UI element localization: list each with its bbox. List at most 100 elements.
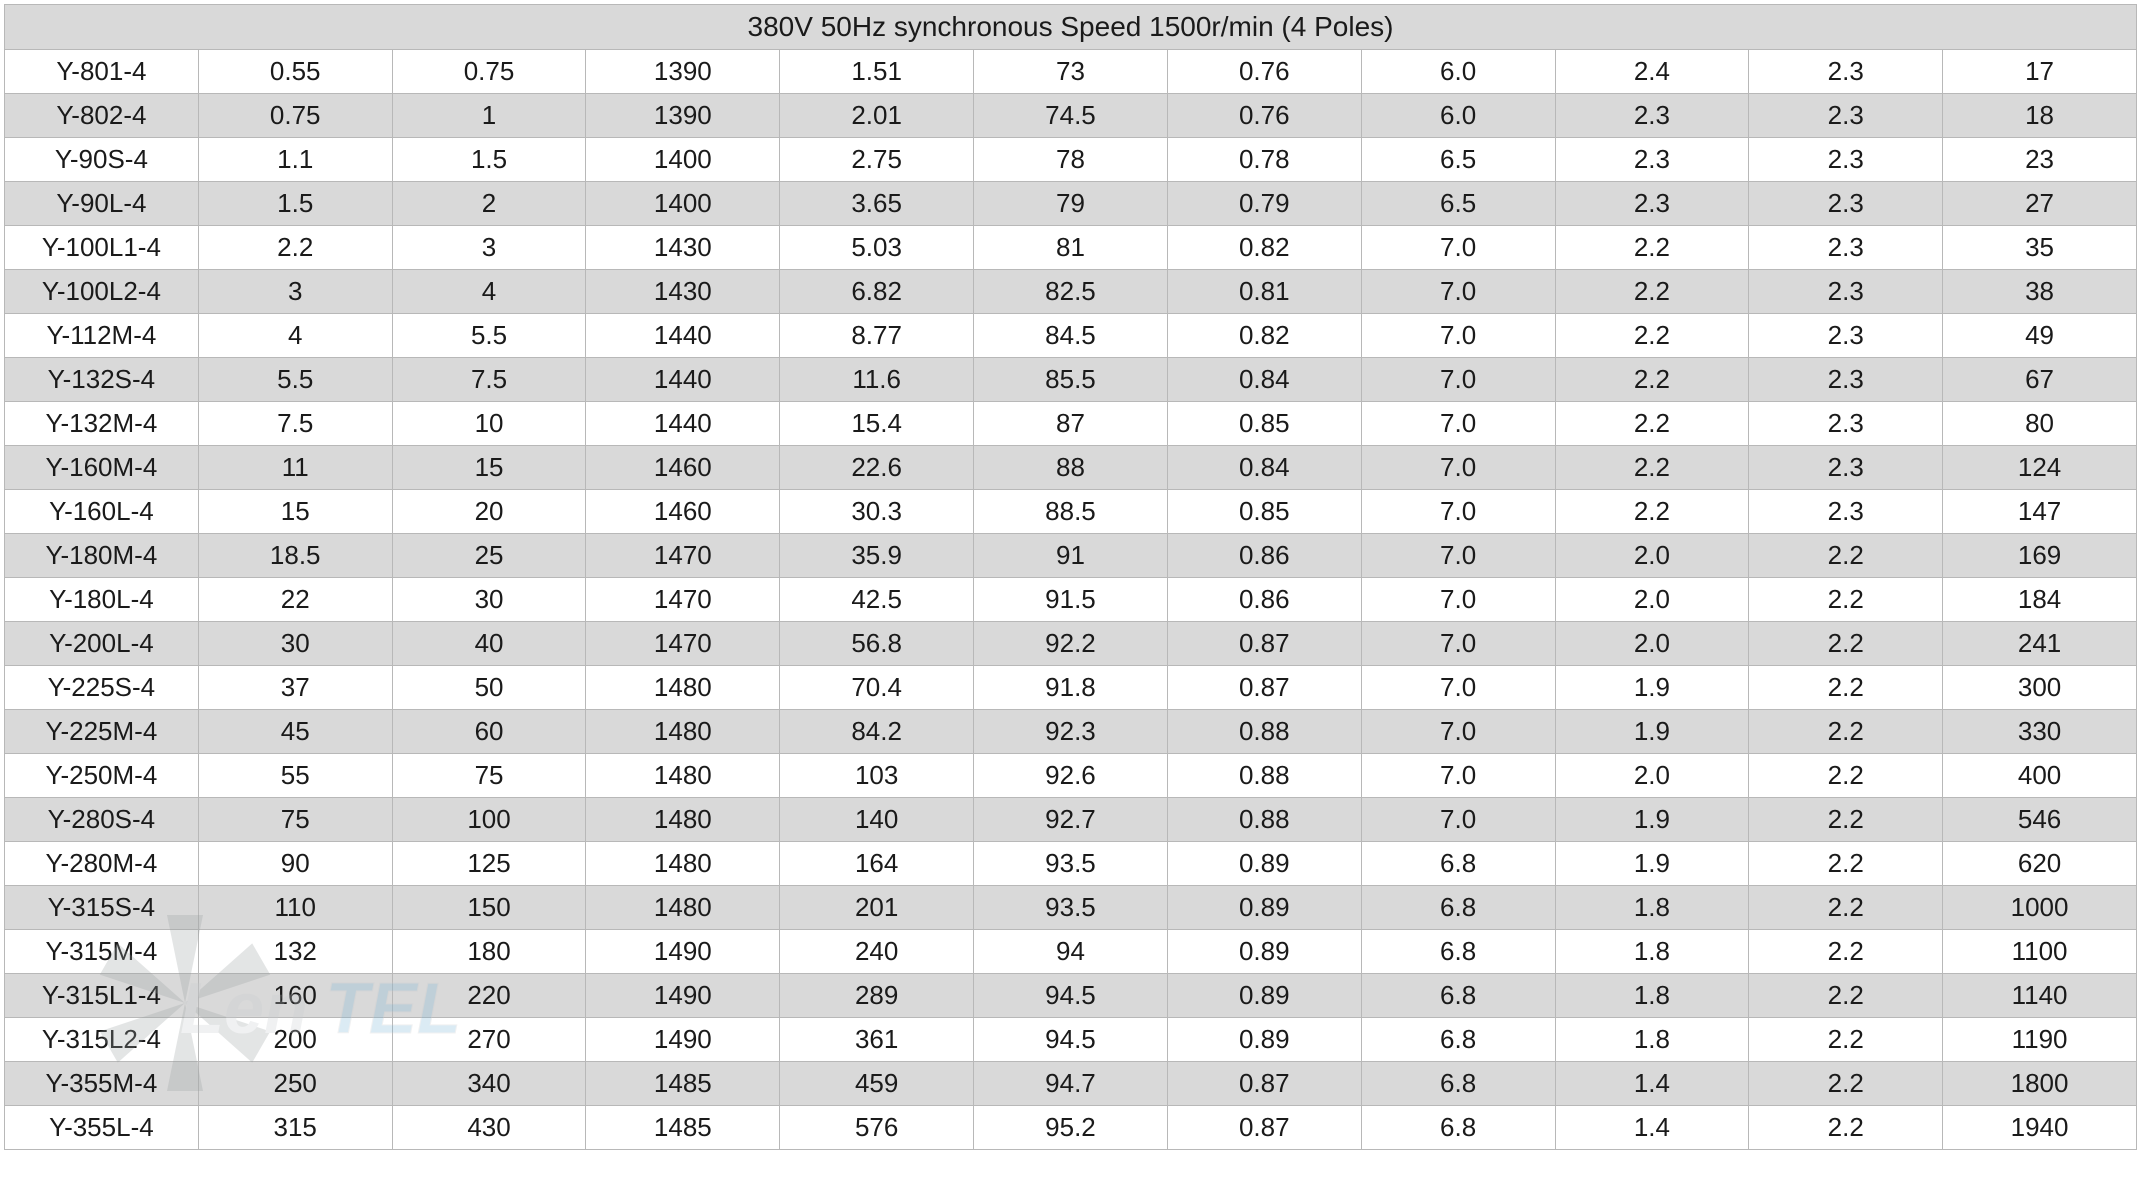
table-cell: 75	[198, 798, 392, 842]
table-cell: 79	[974, 182, 1168, 226]
table-row: Y-315L2-4200270149036194.50.896.81.82.21…	[5, 1018, 2137, 1062]
table-cell: 0.87	[1167, 666, 1361, 710]
table-cell: 2.2	[1749, 710, 1943, 754]
table-cell: 241	[1943, 622, 2137, 666]
table-cell: 37	[198, 666, 392, 710]
table-cell: 0.87	[1167, 1062, 1361, 1106]
table-cell: Y-315L2-4	[5, 1018, 199, 1062]
table-cell: 1470	[586, 578, 780, 622]
table-cell: 315	[198, 1106, 392, 1150]
table-cell: 11.6	[780, 358, 974, 402]
table-cell: 91.8	[974, 666, 1168, 710]
table-cell: 1460	[586, 490, 780, 534]
table-cell: 0.79	[1167, 182, 1361, 226]
table-cell: 22	[198, 578, 392, 622]
table-cell: 15	[392, 446, 586, 490]
table-cell: 0.88	[1167, 798, 1361, 842]
table-row: Y-355L-4315430148557695.20.876.81.42.219…	[5, 1106, 2137, 1150]
table-cell: 1.5	[198, 182, 392, 226]
table-cell: 1430	[586, 270, 780, 314]
table-cell: 1.4	[1555, 1062, 1749, 1106]
table-row: Y-160M-41115146022.6880.847.02.22.3124	[5, 446, 2137, 490]
table-cell: 7.0	[1361, 622, 1555, 666]
table-row: Y-315M-41321801490240940.896.81.82.21100	[5, 930, 2137, 974]
table-cell: 2	[392, 182, 586, 226]
table-cell: 92.3	[974, 710, 1168, 754]
table-cell: Y-801-4	[5, 50, 199, 94]
table-cell: 1460	[586, 446, 780, 490]
table-cell: 6.0	[1361, 94, 1555, 138]
table-cell: 2.3	[1749, 50, 1943, 94]
table-cell: 92.2	[974, 622, 1168, 666]
table-cell: 7.0	[1361, 490, 1555, 534]
table-cell: 20	[392, 490, 586, 534]
table-cell: 2.3	[1555, 182, 1749, 226]
table-cell: 125	[392, 842, 586, 886]
table-cell: 430	[392, 1106, 586, 1150]
table-cell: 7.0	[1361, 754, 1555, 798]
table-cell: Y-225M-4	[5, 710, 199, 754]
table-cell: 2.2	[1749, 930, 1943, 974]
table-cell: Y-250M-4	[5, 754, 199, 798]
table-cell: 60	[392, 710, 586, 754]
table-cell: 7.0	[1361, 446, 1555, 490]
table-cell: 6.8	[1361, 1062, 1555, 1106]
table-cell: 7.0	[1361, 710, 1555, 754]
table-cell: 2.2	[1555, 402, 1749, 446]
table-cell: 0.89	[1167, 1018, 1361, 1062]
table-row: Y-225M-44560148084.292.30.887.01.92.2330	[5, 710, 2137, 754]
table-cell: 10	[392, 402, 586, 446]
table-row: Y-100L1-42.2314305.03810.827.02.22.335	[5, 226, 2137, 270]
table-cell: Y-280S-4	[5, 798, 199, 842]
table-cell: 95.2	[974, 1106, 1168, 1150]
table-cell: 6.0	[1361, 50, 1555, 94]
table-row: Y-315L1-4160220149028994.50.896.81.82.21…	[5, 974, 2137, 1018]
table-cell: Y-280M-4	[5, 842, 199, 886]
table-cell: 2.3	[1749, 358, 1943, 402]
table-cell: Y-315M-4	[5, 930, 199, 974]
table-cell: 1390	[586, 94, 780, 138]
table-cell: 1490	[586, 974, 780, 1018]
table-cell: 2.3	[1749, 226, 1943, 270]
table-cell: 1485	[586, 1106, 780, 1150]
table-cell: 3	[392, 226, 586, 270]
table-cell: Y-315L1-4	[5, 974, 199, 1018]
table-row: Y-112M-445.514408.7784.50.827.02.22.349	[5, 314, 2137, 358]
table-cell: 1.8	[1555, 974, 1749, 1018]
table-cell: Y-132M-4	[5, 402, 199, 446]
table-cell: 459	[780, 1062, 974, 1106]
table-cell: 91	[974, 534, 1168, 578]
table-cell: Y-315S-4	[5, 886, 199, 930]
table-cell: 132	[198, 930, 392, 974]
table-cell: 361	[780, 1018, 974, 1062]
table-cell: 15	[198, 490, 392, 534]
table-cell: 1940	[1943, 1106, 2137, 1150]
table-cell: Y-802-4	[5, 94, 199, 138]
table-cell: 1480	[586, 666, 780, 710]
table-cell: 1400	[586, 138, 780, 182]
table-cell: 2.2	[1555, 226, 1749, 270]
table-cell: Y-90S-4	[5, 138, 199, 182]
table-cell: 2.01	[780, 94, 974, 138]
table-cell: 5.03	[780, 226, 974, 270]
table-cell: 81	[974, 226, 1168, 270]
table-cell: 92.6	[974, 754, 1168, 798]
table-cell: 1490	[586, 930, 780, 974]
table-cell: 0.89	[1167, 842, 1361, 886]
table-cell: 620	[1943, 842, 2137, 886]
table-cell: 3	[198, 270, 392, 314]
table-cell: 124	[1943, 446, 2137, 490]
table-row: Y-355M-4250340148545994.70.876.81.42.218…	[5, 1062, 2137, 1106]
table-cell: 250	[198, 1062, 392, 1106]
table-cell: 49	[1943, 314, 2137, 358]
table-row: Y-90L-41.5214003.65790.796.52.32.327	[5, 182, 2137, 226]
table-cell: 23	[1943, 138, 2137, 182]
table-cell: 1440	[586, 402, 780, 446]
table-cell: 35.9	[780, 534, 974, 578]
table-cell: 0.78	[1167, 138, 1361, 182]
table-cell: 169	[1943, 534, 2137, 578]
table-cell: 5.5	[198, 358, 392, 402]
table-cell: 7.0	[1361, 666, 1555, 710]
table-cell: Y-160L-4	[5, 490, 199, 534]
table-cell: 50	[392, 666, 586, 710]
